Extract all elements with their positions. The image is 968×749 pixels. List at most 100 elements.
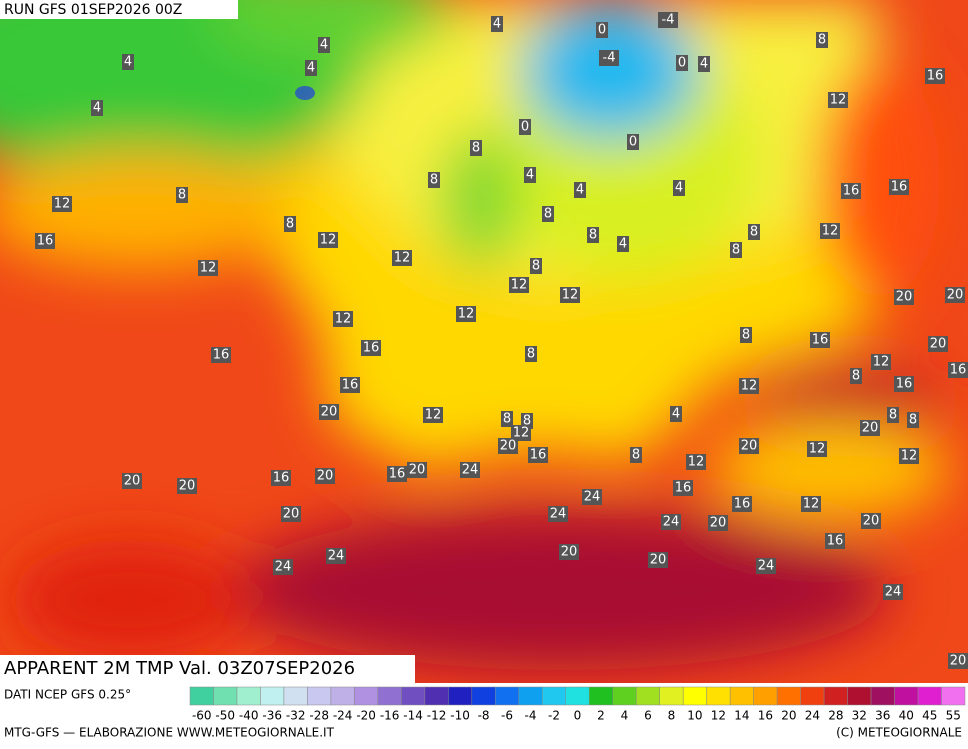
- colorbar-label: 16: [758, 709, 773, 723]
- map-label-box: [928, 336, 948, 352]
- map-label-box: [820, 223, 840, 239]
- colorbar-swatch: [753, 686, 778, 706]
- map-label-box: [945, 287, 965, 303]
- map-label: 16: [843, 184, 860, 199]
- map-label: 20: [124, 474, 141, 489]
- run-label: RUN GFS 01SEP2026 00Z: [4, 2, 182, 18]
- colorbar-swatch: [588, 686, 613, 706]
- colorbar-swatch: [776, 686, 801, 706]
- map-label: 8: [178, 188, 186, 203]
- map-label-box: [948, 653, 968, 669]
- map-label: 20: [409, 463, 426, 478]
- map-label: 4: [675, 181, 683, 196]
- map-label: 12: [741, 379, 758, 394]
- colorbar-label: -14: [403, 709, 423, 723]
- map-label-box: [340, 377, 360, 393]
- map-label-box: [524, 167, 536, 183]
- colorbar-swatch: [236, 686, 261, 706]
- colorbar-label: -6: [501, 709, 513, 723]
- colorbar-swatch: [213, 686, 238, 706]
- map-label: 4: [619, 237, 627, 252]
- colorbar-label: 0: [574, 709, 582, 723]
- map-label: 24: [550, 507, 567, 522]
- map-label-box: [810, 332, 830, 348]
- map-label: 12: [511, 278, 528, 293]
- map-label-box: [542, 206, 554, 222]
- map-label: 4: [93, 101, 101, 116]
- map-label: 8: [430, 173, 438, 188]
- map-label: 12: [200, 261, 217, 276]
- map-label: 4: [320, 38, 328, 53]
- map-label: 4: [526, 168, 534, 183]
- map-label-box: [428, 172, 440, 188]
- colorbar-swatch: [847, 686, 872, 706]
- map-label-box: [658, 12, 678, 28]
- map-label: 12: [320, 233, 337, 248]
- map-label: 16: [675, 481, 692, 496]
- colorbar-swatch: [518, 686, 543, 706]
- map-label-box: [528, 447, 548, 463]
- colorbar-swatch: [189, 686, 214, 706]
- map-label: 20: [950, 654, 967, 669]
- colorbar-swatch: [612, 686, 637, 706]
- colorbar-label: 32: [852, 709, 867, 723]
- map-label-box: [883, 584, 903, 600]
- colorbar-label: -60: [192, 709, 212, 723]
- map-label: 12: [425, 408, 442, 423]
- colorbar-swatch: [307, 686, 332, 706]
- colorbar-label: 40: [899, 709, 914, 723]
- colorbar-label: 28: [828, 709, 843, 723]
- map-label: 16: [273, 471, 290, 486]
- colorbar-label: 4: [621, 709, 629, 723]
- colorbar-label: -10: [450, 709, 470, 723]
- map-label-box: [326, 548, 346, 564]
- map-label: 0: [521, 120, 529, 135]
- map-label-box: [732, 496, 752, 512]
- map-label-box: [392, 250, 412, 266]
- map-label: 16: [213, 348, 230, 363]
- map-label-box: [574, 182, 586, 198]
- map-label-box: [748, 224, 760, 240]
- colorbar-label: 55: [946, 709, 961, 723]
- map-label-box: [630, 447, 642, 463]
- map-label-box: [894, 289, 914, 305]
- map-label-box: [361, 340, 381, 356]
- map-label: 16: [812, 333, 829, 348]
- colorbar-label: 14: [734, 709, 749, 723]
- map-label-box: [456, 306, 476, 322]
- colorbar-label: -4: [525, 709, 537, 723]
- map-label: 8: [472, 141, 480, 156]
- map-label: 16: [37, 234, 54, 249]
- colorbar-swatch: [635, 686, 660, 706]
- map-label: 8: [523, 414, 531, 429]
- map-label-box: [828, 92, 848, 108]
- colorbar-swatch: [729, 686, 754, 706]
- colorbar-swatch: [424, 686, 449, 706]
- map-label-box: [907, 412, 919, 428]
- map-label: 0: [598, 23, 606, 38]
- map-label: 16: [896, 377, 913, 392]
- map-label: 20: [500, 439, 517, 454]
- map-label: 12: [458, 307, 475, 322]
- map-label-box: [673, 480, 693, 496]
- colorbar-swatch: [659, 686, 684, 706]
- map-label-box: [673, 180, 685, 196]
- colorbar-swatch: [706, 686, 731, 706]
- map-title: APPARENT 2M TMP Val. 03Z07SEP2026: [4, 658, 355, 679]
- map-label-box: [273, 559, 293, 575]
- map-label-box: [559, 544, 579, 560]
- map-label-box: [318, 37, 330, 53]
- map-label-box: [530, 258, 542, 274]
- map-label: 12: [394, 251, 411, 266]
- map-label-box: [899, 448, 919, 464]
- colorbar-swatch: [823, 686, 848, 706]
- map-label-box: [122, 473, 142, 489]
- map-label-box: [177, 478, 197, 494]
- colorbar-swatch: [941, 686, 966, 706]
- map-label: -4: [662, 13, 675, 28]
- colorbar-label: -16: [380, 709, 400, 723]
- map-label: 20: [863, 514, 880, 529]
- map-label-box: [423, 407, 443, 423]
- colorbar-swatch: [917, 686, 942, 706]
